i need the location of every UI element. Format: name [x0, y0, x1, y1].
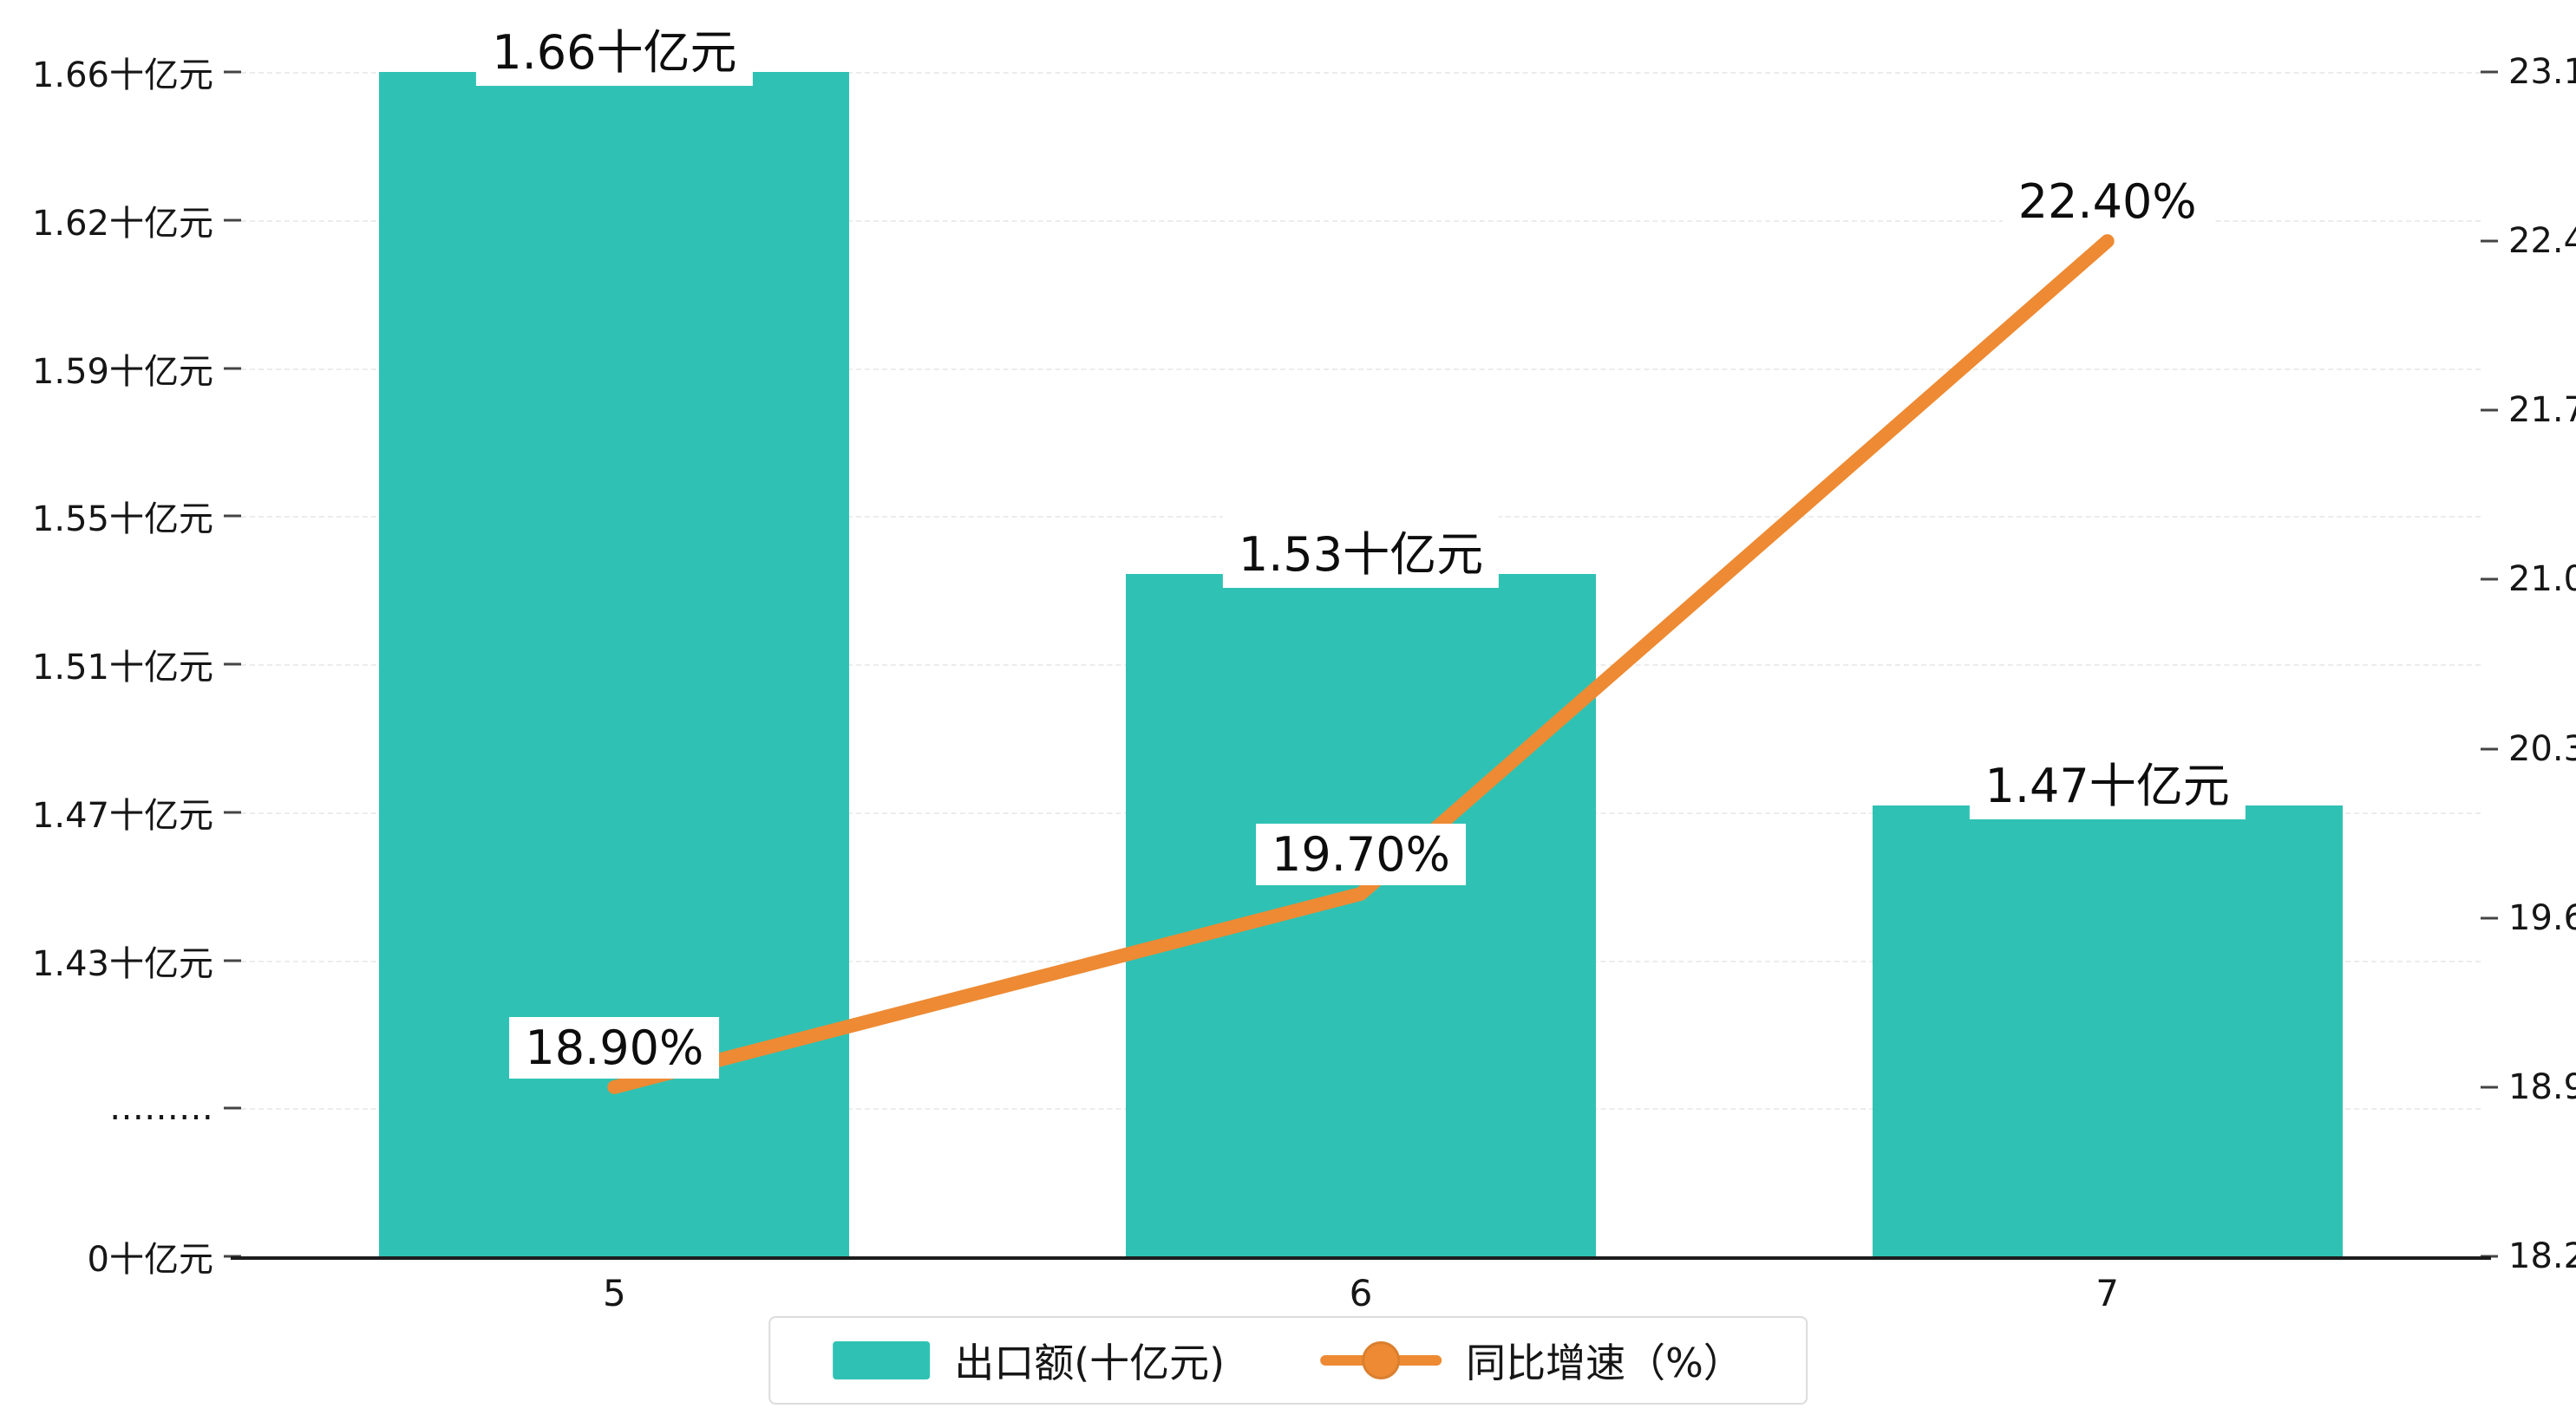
left-axis-tick-mark [224, 959, 241, 962]
legend-label-export-amount: 出口额(十亿元) [954, 1340, 1226, 1386]
left-axis-tick-label: 1.66十亿元 [31, 55, 213, 95]
left-axis-tick-label: 1.51十亿元 [31, 648, 213, 688]
grid-line [241, 72, 2481, 74]
left-axis-tick-label: 1.59十亿元 [31, 351, 213, 392]
right-axis-tick-mark [2481, 408, 2498, 412]
right-axis-tick-label: 22.4 [2508, 221, 2576, 262]
bar-series-swatch-icon [833, 1341, 931, 1379]
legend: 出口额(十亿元) 同比增速（%） [768, 1316, 1808, 1405]
left-axis-tick-mark [224, 218, 241, 222]
right-axis-tick-mark [2481, 70, 2498, 74]
left-axis-tick-mark [224, 70, 241, 74]
left-axis-tick-label: 1.47十亿元 [31, 795, 213, 836]
x-axis-tick-label: 6 [1349, 1272, 1373, 1314]
right-axis-tick-label: 20.3 [2508, 728, 2576, 769]
line-value-label: 19.70% [1256, 823, 1466, 885]
right-axis-tick-label: 19.6 [2508, 897, 2576, 938]
legend-label-yoy-growth: 同比增速（%） [1466, 1340, 1743, 1386]
right-axis-tick-label: 23.1 [2508, 52, 2576, 92]
legend-item-export-amount[interactable]: 出口额(十亿元) [833, 1332, 1225, 1389]
right-axis-tick-label: 18.9 [2508, 1066, 2576, 1107]
bar-value-label: 1.66十亿元 [476, 10, 753, 86]
x-axis-tick-label: 5 [602, 1272, 626, 1314]
bar-value-label: 1.47十亿元 [1969, 744, 2246, 820]
left-axis-tick-mark [224, 811, 241, 814]
right-axis-tick-mark [2481, 577, 2498, 581]
left-axis-tick-label: 1.43十亿元 [31, 943, 213, 984]
right-axis-tick-mark [2481, 1086, 2498, 1089]
right-axis-tick-label: 18.2 [2508, 1236, 2576, 1276]
left-axis-tick-label: ……… [109, 1088, 213, 1129]
line-value-label: 18.90% [509, 1016, 720, 1079]
grid-line [241, 219, 2481, 222]
right-axis-tick-label: 21.7 [2508, 390, 2576, 431]
right-axis-tick-label: 21.0 [2508, 559, 2576, 600]
bar [1125, 574, 1597, 1256]
line-value-label: 22.40% [2002, 171, 2213, 233]
left-axis-tick-label: 1.55十亿元 [31, 499, 213, 540]
bar-value-label: 1.53十亿元 [1222, 512, 1500, 589]
x-axis-tick-label: 7 [2095, 1272, 2120, 1314]
line-series-swatch-icon [1320, 1341, 1442, 1379]
legend-item-yoy-growth[interactable]: 同比增速（%） [1320, 1332, 1743, 1389]
left-axis-tick-mark [224, 1106, 241, 1110]
left-axis-tick-label: 1.62十亿元 [31, 203, 213, 244]
x-axis-line [231, 1256, 2491, 1260]
bar [1872, 805, 2343, 1256]
bar [379, 72, 850, 1256]
left-axis-tick-mark [224, 662, 241, 666]
right-axis-tick-mark [2481, 239, 2498, 243]
right-axis-tick-mark [2481, 747, 2498, 751]
left-axis-tick-mark [224, 514, 241, 518]
right-axis-tick-mark [2481, 916, 2498, 920]
line-series-dot-icon [1362, 1341, 1401, 1379]
left-axis-tick-label: 0十亿元 [87, 1240, 213, 1280]
left-axis-tick-mark [224, 367, 241, 369]
